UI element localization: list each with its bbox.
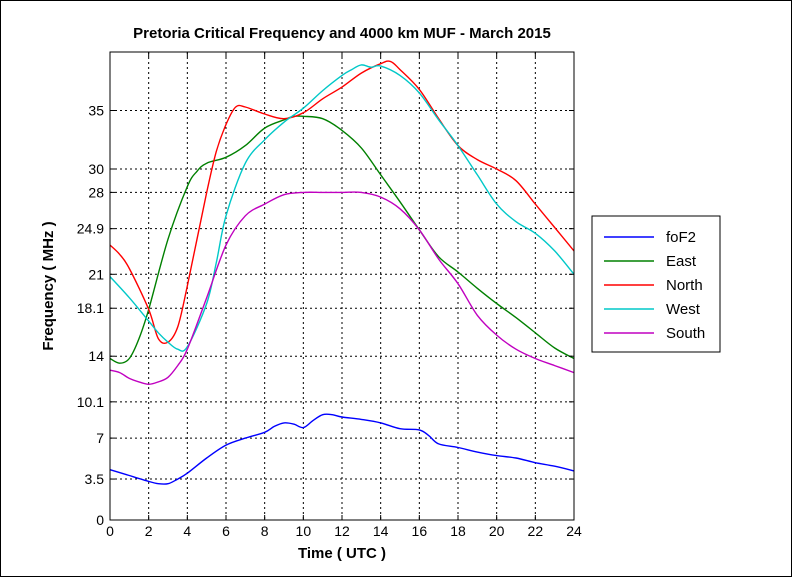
x-tick-label: 2 <box>145 523 153 539</box>
x-tick-label: 6 <box>222 523 230 539</box>
x-tick-label: 18 <box>450 523 466 539</box>
y-tick-label: 3.5 <box>85 471 105 487</box>
series-line-east <box>109 115 575 364</box>
x-tick-label: 14 <box>373 523 389 539</box>
legend-label-east: East <box>666 253 697 270</box>
y-tick-label: 10.1 <box>77 394 104 410</box>
y-tick-label: 35 <box>88 103 104 119</box>
y-tick-label: 21 <box>88 266 104 282</box>
legend-label-south: South <box>666 325 705 342</box>
series-line-south <box>109 191 575 385</box>
x-tick-label: 12 <box>334 523 350 539</box>
x-tick-label: 8 <box>261 523 269 539</box>
tick-layer: 0 2 4 6 8 10 12 14 16 18 20 22 2403.5710.11418.12124… <box>77 52 582 539</box>
x-tick-label: 24 <box>566 523 582 539</box>
y-axis-title: Frequency ( MHz ) <box>40 221 57 350</box>
y-tick-label: 30 <box>88 161 104 177</box>
x-tick-label: 22 <box>528 523 544 539</box>
series-line-west <box>109 64 575 352</box>
y-tick-label: 28 <box>88 184 104 200</box>
y-tick-label: 14 <box>88 348 104 364</box>
legend-label-fof2: foF2 <box>666 229 696 246</box>
x-tick-label: 0 <box>106 523 114 539</box>
series-line-fof2 <box>109 413 575 485</box>
legend-box <box>591 215 721 353</box>
y-tick-label: 7 <box>96 430 104 446</box>
y-tick-label: 24.9 <box>77 221 104 237</box>
legend-label-north: North <box>666 277 703 294</box>
chart-title: Pretoria Critical Frequency and 4000 km … <box>133 25 551 42</box>
series-layer <box>109 60 575 485</box>
x-tick-label: 4 <box>183 523 191 539</box>
y-tick-label: 18.1 <box>77 300 104 316</box>
x-tick-label: 16 <box>412 523 428 539</box>
y-tick-label: 0 <box>96 512 104 528</box>
grid-layer <box>110 52 574 520</box>
legend: foF2 East North West South <box>591 215 721 353</box>
x-tick-label: 20 <box>489 523 505 539</box>
x-axis-title: Time ( UTC ) <box>298 545 386 562</box>
x-tick-label: 10 <box>296 523 312 539</box>
legend-label-west: West <box>666 301 701 318</box>
